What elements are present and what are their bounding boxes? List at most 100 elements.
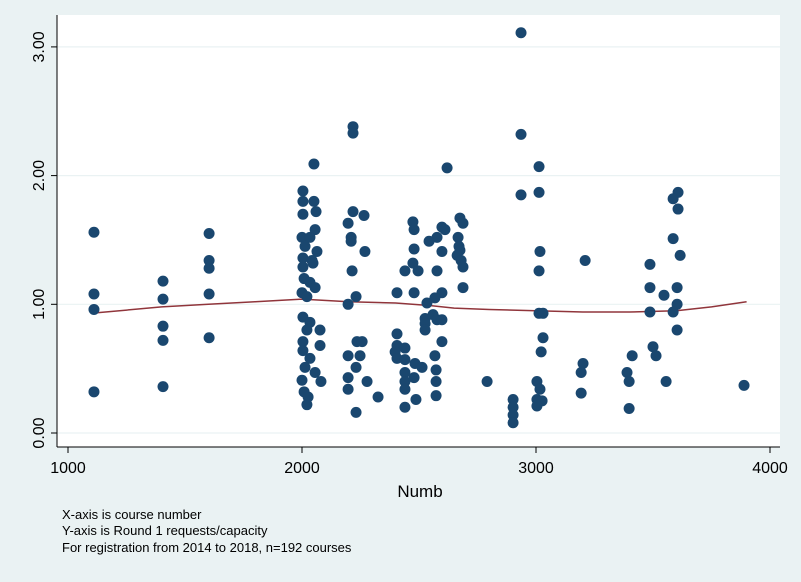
data-point <box>297 336 309 348</box>
data-point <box>671 324 683 336</box>
x-tick-label: 4000 <box>752 460 788 477</box>
data-point <box>667 193 679 205</box>
data-point <box>308 195 320 207</box>
data-point <box>88 226 100 238</box>
data-point <box>314 324 326 336</box>
data-point <box>575 367 587 379</box>
data-point <box>535 346 547 358</box>
data-point <box>297 185 309 197</box>
data-point <box>407 257 419 269</box>
data-point <box>531 400 543 412</box>
data-point <box>515 27 527 39</box>
data-point <box>203 262 215 274</box>
note-line-2: Y-axis is Round 1 requests/capacity <box>62 523 268 538</box>
x-axis-label: Numb <box>397 482 442 501</box>
data-point <box>429 292 441 304</box>
data-point <box>309 367 321 379</box>
data-point <box>350 361 362 373</box>
data-point <box>408 372 420 384</box>
data-point <box>399 367 411 379</box>
note-line-1: X-axis is course number <box>62 507 202 522</box>
data-point <box>507 417 519 429</box>
data-point <box>157 320 169 332</box>
data-point <box>361 376 373 388</box>
data-point <box>88 303 100 315</box>
data-point <box>299 240 311 252</box>
y-tick-label: 3.00 <box>31 31 48 62</box>
data-point <box>307 257 319 269</box>
data-point <box>439 224 451 236</box>
data-point <box>350 406 362 418</box>
data-point <box>399 376 411 388</box>
data-point <box>88 386 100 398</box>
data-point <box>342 383 354 395</box>
data-point <box>579 255 591 267</box>
data-point <box>436 246 448 258</box>
data-point <box>310 206 322 218</box>
data-point <box>314 339 326 351</box>
data-point <box>430 376 442 388</box>
data-point <box>203 228 215 240</box>
data-point <box>419 324 431 336</box>
data-point <box>157 293 169 305</box>
data-point <box>410 394 422 406</box>
data-point <box>391 328 403 340</box>
data-point <box>672 203 684 215</box>
data-point <box>436 314 448 326</box>
data-point <box>660 376 672 388</box>
data-point <box>297 252 309 264</box>
data-point <box>436 336 448 348</box>
y-tick-label: 2.00 <box>31 160 48 191</box>
data-point <box>297 195 309 207</box>
data-point <box>430 364 442 376</box>
data-point <box>358 209 370 221</box>
data-point <box>391 287 403 299</box>
data-point <box>301 399 313 411</box>
data-point <box>297 208 309 220</box>
data-point <box>408 243 420 255</box>
data-point <box>533 161 545 173</box>
data-point <box>203 332 215 344</box>
data-point <box>372 391 384 403</box>
data-point <box>359 246 371 258</box>
data-point <box>350 291 362 303</box>
data-point <box>157 275 169 287</box>
data-point <box>507 401 519 413</box>
data-point <box>515 128 527 140</box>
data-point <box>157 381 169 393</box>
data-point <box>537 307 549 319</box>
data-point <box>356 336 368 348</box>
data-point <box>738 379 750 391</box>
data-point <box>301 291 313 303</box>
data-point <box>507 394 519 406</box>
data-point <box>421 297 433 309</box>
data-point <box>533 265 545 277</box>
data-point <box>311 246 323 258</box>
data-point <box>623 403 635 415</box>
data-point <box>309 282 321 294</box>
data-point <box>308 158 320 170</box>
data-point <box>342 350 354 362</box>
data-point <box>342 372 354 384</box>
x-tick-label: 1000 <box>50 460 86 477</box>
data-point <box>88 288 100 300</box>
x-tick-label: 2000 <box>284 460 320 477</box>
data-point <box>296 231 308 243</box>
data-point <box>671 282 683 294</box>
data-point <box>203 255 215 267</box>
data-point <box>644 306 656 318</box>
data-point <box>399 342 411 354</box>
data-point <box>399 354 411 366</box>
data-point <box>515 189 527 201</box>
data-point <box>577 358 589 370</box>
data-point <box>457 217 469 229</box>
data-point <box>507 409 519 421</box>
data-point <box>299 361 311 373</box>
data-point <box>408 287 420 299</box>
data-point <box>297 345 309 357</box>
data-point <box>533 186 545 198</box>
data-point <box>623 376 635 388</box>
data-point <box>674 249 686 261</box>
data-point <box>667 233 679 245</box>
